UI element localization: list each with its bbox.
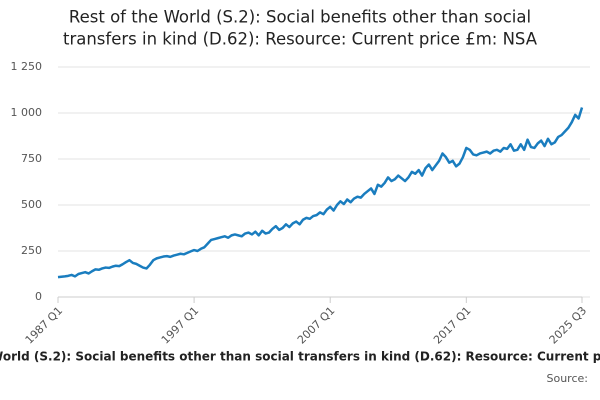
x-axis-label: Rest of the World (S.2): Social benefits… [0,350,600,364]
chart-title: transfers in kind (D.62): Resource: Curr… [63,30,538,49]
x-tick-label: 2017 Q1 [431,304,474,347]
y-tick-label: 1 250 [11,60,43,73]
y-tick-label: 250 [21,244,42,257]
y-tick-label: 750 [21,152,42,165]
x-tick-label: 2007 Q1 [295,304,338,347]
y-tick-label: 500 [21,198,42,211]
x-tick-label: 1987 Q1 [23,304,66,347]
x-tick-label: 2025 Q3 [547,304,590,347]
source: Source: [547,372,589,385]
data-line [57,107,584,279]
x-tick-label: 1997 Q1 [159,304,202,347]
y-tick-label: 1 000 [11,106,43,119]
y-tick-label: 0 [35,290,42,303]
chart-title: Rest of the World (S.2): Social benefits… [69,8,531,27]
